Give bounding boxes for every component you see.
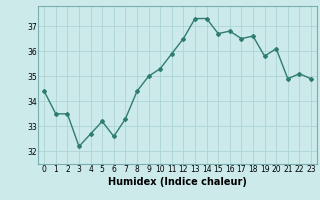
X-axis label: Humidex (Indice chaleur): Humidex (Indice chaleur) [108,177,247,187]
